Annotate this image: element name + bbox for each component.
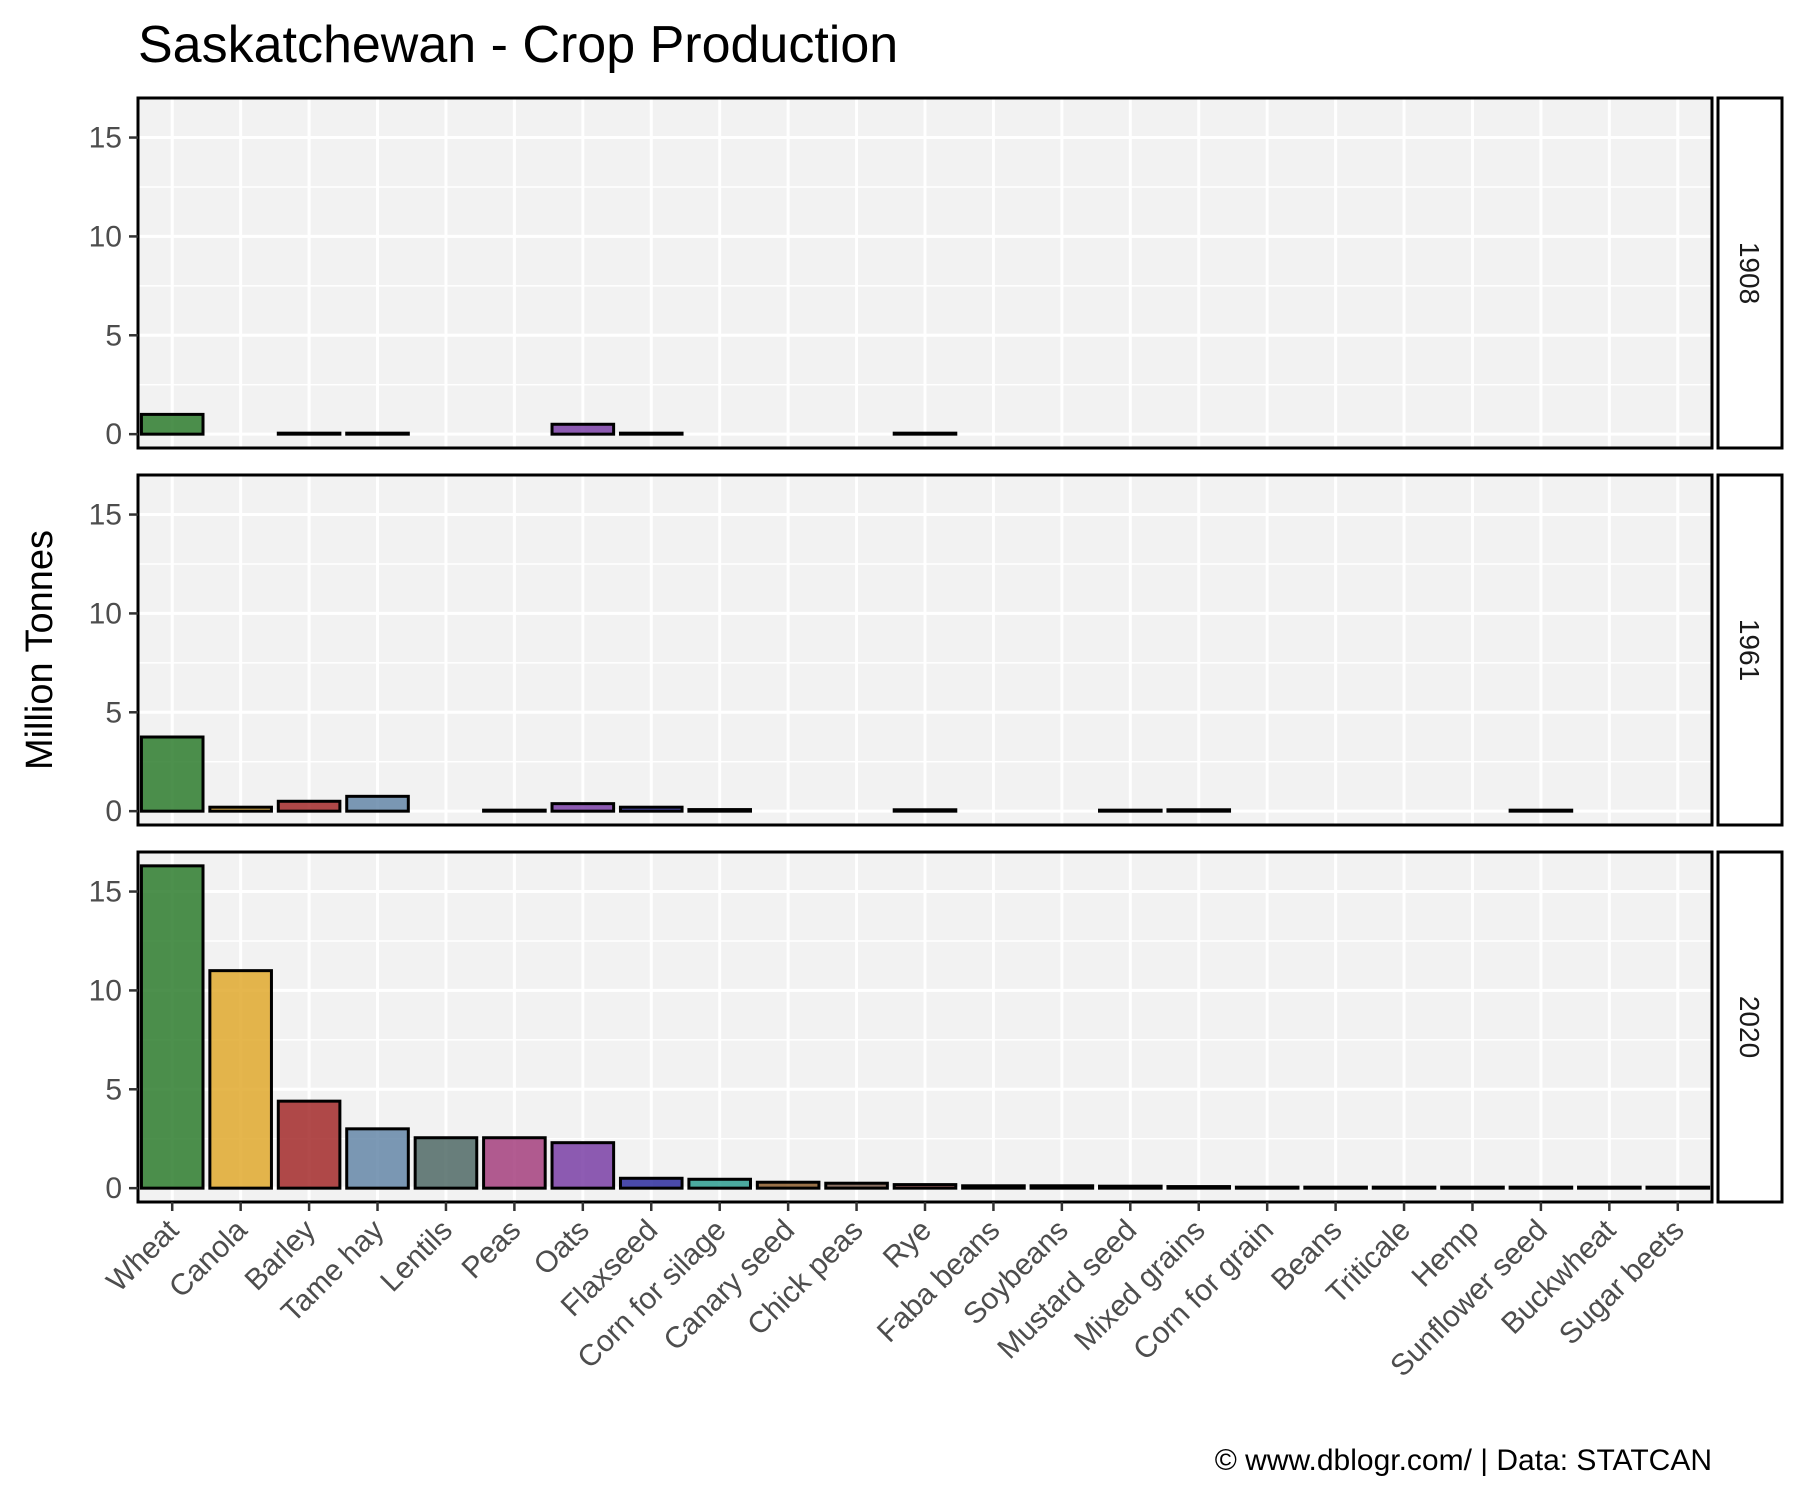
bar-2020-sunflower-seed	[1508, 1185, 1574, 1190]
facet-strip-label: 1908	[1734, 242, 1765, 304]
facet-panel-1908: 0 5 10 15 1908	[89, 96, 1784, 451]
bar-1961-canola	[208, 805, 273, 813]
panels-layer: 0 5 10 15 1908 0 5 10 15 1961 0 5 10 15 2020	[89, 96, 1784, 1205]
bar-2020-lentils	[413, 1136, 479, 1190]
bar-1908-rye	[892, 431, 958, 436]
bar-2020-wheat	[139, 864, 205, 1190]
bar-2020-canola	[208, 969, 273, 1190]
bar-1961-barley	[276, 799, 342, 813]
bar-1961-wheat	[139, 735, 205, 813]
bar-2020-buckwheat	[1577, 1185, 1642, 1190]
y-tick-label: 0	[105, 1172, 122, 1205]
bar-2020-oats	[550, 1141, 616, 1190]
bar-1961-flaxseed	[618, 805, 684, 813]
bar-2020-corn-for-silage	[687, 1177, 752, 1190]
y-tick-label: 0	[105, 418, 122, 451]
bar-1961-rye	[892, 808, 958, 813]
bar-2020-tame-hay	[345, 1127, 410, 1190]
facet-strip	[1716, 96, 1784, 450]
y-tick-label: 15	[89, 876, 122, 909]
facet-strip	[1716, 850, 1784, 1204]
bar-2020-flaxseed	[618, 1176, 684, 1190]
bar-1961-corn-for-silage	[687, 808, 752, 813]
bar-2020-corn-for-grain	[1234, 1185, 1300, 1190]
bar-1961-mustard-seed	[1098, 808, 1163, 813]
bar-2020-chick-peas	[824, 1181, 889, 1190]
y-tick-label: 15	[89, 122, 122, 155]
y-tick-label: 0	[105, 795, 122, 828]
bar-2020-peas	[482, 1136, 547, 1190]
y-axis-label: Million Tonnes	[19, 530, 61, 770]
bar-2020-triticale	[1371, 1185, 1437, 1190]
y-tick-label: 5	[105, 1073, 122, 1106]
chart-title: Saskatchewan - Crop Production	[138, 16, 898, 74]
y-tick-label: 10	[89, 597, 122, 630]
panel-border	[136, 96, 1714, 450]
y-tick-label: 10	[89, 220, 122, 253]
facet-strip-label: 1961	[1734, 619, 1765, 681]
bar-1908-tame-hay	[345, 431, 410, 436]
y-tick-label: 10	[89, 974, 122, 1007]
bar-1961-tame-hay	[345, 794, 410, 813]
x-tick-label: Peas	[456, 1214, 528, 1286]
bar-2020-mixed-grains	[1166, 1185, 1232, 1190]
x-tick-label: Canola	[163, 1213, 254, 1304]
x-tick-label: Lentils	[374, 1214, 459, 1299]
bar-2020-beans	[1303, 1185, 1368, 1190]
facet-strip-label: 2020	[1734, 996, 1765, 1058]
panel-border	[136, 473, 1714, 827]
bar-2020-canary-seed	[755, 1180, 821, 1190]
y-tick-label: 5	[105, 696, 122, 729]
bar-2020-mustard-seed	[1098, 1184, 1163, 1190]
caption: © www.dblogr.com/ | Data: STATCAN	[1215, 1444, 1712, 1477]
bar-2020-rye	[892, 1183, 958, 1190]
bar-1908-barley	[276, 431, 342, 436]
bar-1961-peas	[482, 808, 547, 813]
bar-1961-mixed-grains	[1166, 808, 1232, 813]
bar-1908-wheat	[139, 412, 205, 436]
bar-2020-faba-beans	[961, 1184, 1026, 1190]
facet-strip	[1716, 473, 1784, 827]
facet-panel-1961: 0 5 10 15 1961	[89, 473, 1784, 828]
bar-2020-soybeans	[1029, 1184, 1095, 1190]
x-tick-label: Rye	[877, 1214, 938, 1275]
bar-1908-oats	[550, 422, 616, 436]
bar-2020-barley	[276, 1099, 342, 1190]
y-tick-label: 5	[105, 319, 122, 352]
y-tick-label: 15	[89, 499, 122, 532]
facet-panel-2020: 0 5 10 15 2020	[89, 850, 1784, 1205]
bar-1961-sunflower-seed	[1508, 808, 1574, 813]
bar-2020-sugar-beets	[1645, 1185, 1711, 1190]
bar-2020-hemp	[1440, 1185, 1505, 1190]
bar-1961-oats	[550, 802, 616, 813]
bar-1908-flaxseed	[618, 431, 684, 436]
